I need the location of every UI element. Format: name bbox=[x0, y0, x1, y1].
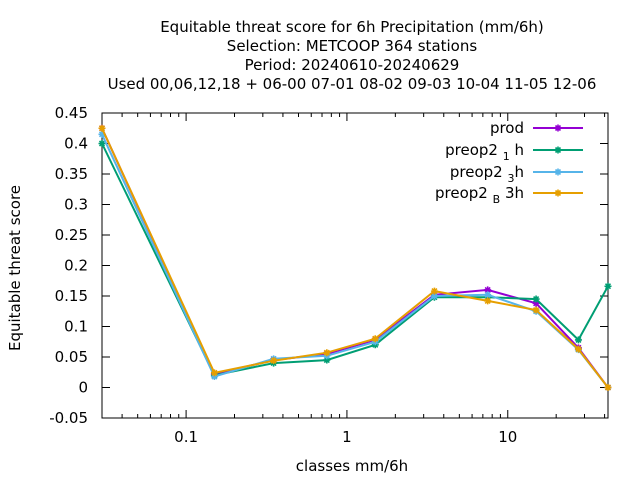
x-axis-label: classes mm/6h bbox=[296, 457, 408, 475]
y-axis-label: Equitable threat score bbox=[6, 185, 24, 351]
y-tick-label: 0.15 bbox=[55, 287, 88, 305]
legend-item: preop2 3h bbox=[450, 163, 583, 185]
data-point bbox=[484, 286, 492, 294]
series-line bbox=[101, 127, 609, 389]
data-point bbox=[574, 336, 582, 344]
x-tick-label: 10 bbox=[498, 428, 517, 446]
legend-label-base: preop2 bbox=[445, 141, 503, 159]
y-tick-label: 0.3 bbox=[64, 196, 88, 214]
legend-label: preop2 B 3h bbox=[435, 184, 524, 206]
legend-swatch-marker bbox=[554, 146, 562, 154]
legend-swatch-marker bbox=[554, 124, 562, 132]
y-tick-label: 0.1 bbox=[64, 318, 88, 336]
data-point bbox=[210, 369, 218, 377]
series-line bbox=[101, 143, 609, 377]
legend-label-suffix: h bbox=[510, 141, 524, 159]
data-point bbox=[323, 356, 331, 364]
legend-label-suffix: 3h bbox=[500, 184, 524, 202]
title-line: Period: 20240610-20240629 bbox=[245, 56, 460, 74]
legend-item: preop2 B 3h bbox=[435, 184, 583, 206]
legend-label: preop2 3h bbox=[450, 163, 524, 185]
y-tick-label: 0.2 bbox=[64, 257, 88, 275]
legend-label-subscript: 1 bbox=[503, 150, 510, 163]
chart-title: Equitable threat score for 6h Precipitat… bbox=[108, 18, 597, 93]
legend-item: preop2 1 h bbox=[445, 141, 583, 163]
data-point bbox=[484, 291, 492, 299]
y-tick-label: 0.25 bbox=[55, 226, 88, 244]
y-tick-label: 0.35 bbox=[55, 165, 88, 183]
plot-frame bbox=[101, 112, 609, 419]
data-point bbox=[98, 140, 106, 147]
legend-label-suffix: h bbox=[514, 163, 524, 181]
data-point bbox=[604, 384, 612, 391]
data-point bbox=[323, 349, 331, 357]
legend-swatch-marker bbox=[554, 189, 562, 197]
x-tick-label: 1 bbox=[342, 428, 352, 446]
data-point bbox=[430, 287, 438, 295]
y-tick-label: -0.05 bbox=[49, 409, 88, 427]
series-preop2-B-3h bbox=[98, 124, 612, 391]
plot-border bbox=[101, 112, 609, 419]
data-point bbox=[371, 335, 379, 343]
legend-label: preop2 1 h bbox=[445, 141, 524, 163]
x-tick-label: 0.1 bbox=[174, 428, 198, 446]
title-line: Selection: METCOOP 364 stations bbox=[227, 37, 478, 55]
x-axis: 0.1 1 10 bbox=[101, 113, 606, 446]
data-point bbox=[98, 130, 106, 138]
legend-label-base: preop2 bbox=[450, 163, 508, 181]
series-preop2-1-h bbox=[98, 140, 612, 379]
legend-label: prod bbox=[490, 119, 524, 137]
data-point bbox=[270, 357, 278, 365]
data-point bbox=[430, 292, 438, 300]
data-point bbox=[574, 345, 582, 353]
y-tick-label: 0.45 bbox=[55, 104, 88, 122]
data-point bbox=[210, 373, 218, 381]
legend-label-base: preop2 bbox=[435, 184, 493, 202]
data-point bbox=[532, 295, 540, 303]
data-point bbox=[98, 124, 106, 132]
legend-label-subscript: B bbox=[493, 193, 501, 206]
data-point bbox=[532, 299, 540, 307]
data-point bbox=[604, 282, 612, 290]
legend-label-subscript: 3 bbox=[507, 172, 514, 185]
title-line: Used 00,06,12,18 + 06-00 07-01 08-02 09-… bbox=[108, 75, 597, 93]
series-line bbox=[101, 133, 609, 389]
legend-label-base: prod bbox=[490, 119, 524, 137]
series-group bbox=[98, 124, 612, 391]
title-line: Equitable threat score for 6h Precipitat… bbox=[160, 18, 544, 36]
data-point bbox=[532, 306, 540, 314]
y-tick-label: 0 bbox=[78, 379, 88, 397]
y-tick-label: 0.4 bbox=[64, 135, 88, 153]
y-tick-label: 0.05 bbox=[55, 348, 88, 366]
legend-item: prod bbox=[490, 119, 583, 137]
legend-swatch-marker bbox=[554, 168, 562, 176]
y-axis: 0.45 0.4 0.35 0.3 0.25 0.2 0.15 0.1 0.05 0 -0.05 bbox=[49, 104, 608, 427]
data-point bbox=[484, 297, 492, 305]
